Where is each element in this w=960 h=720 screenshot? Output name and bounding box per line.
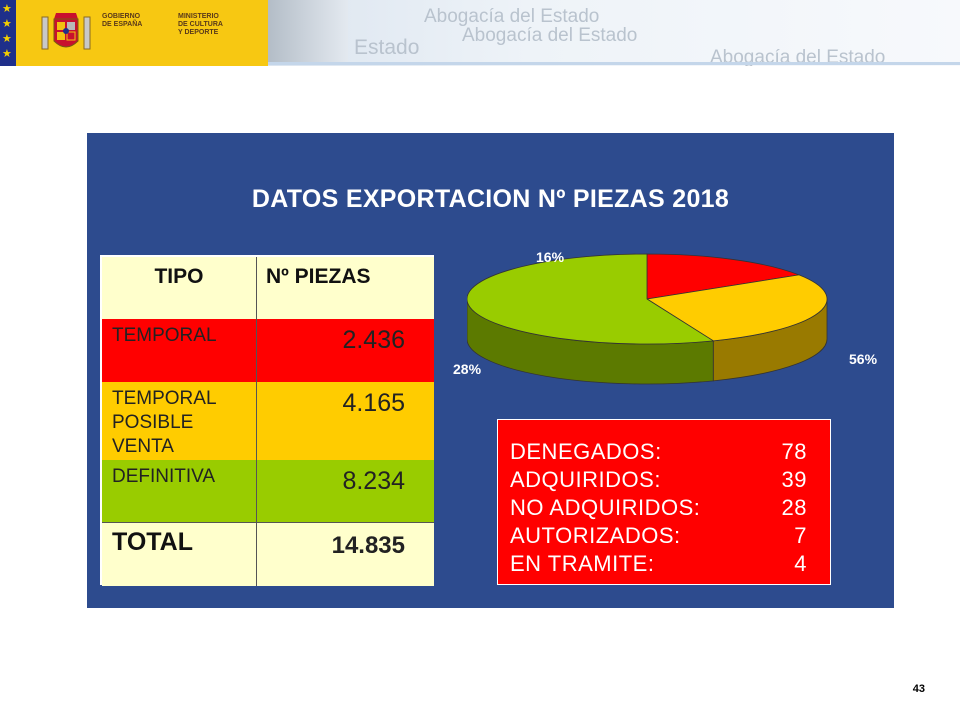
watermark-text: Abogacía del Estado [424,6,600,27]
page-number: 43 [912,683,925,695]
star-icon: ★ [2,48,12,60]
stat-label: DENEGADOS: [510,439,662,464]
coat-of-arms-icon [41,13,91,50]
gov-spain-text: GOBIERNO DE ESPAÑA [102,13,143,28]
pie-slice-2 [467,253,715,345]
pie-label-temporal: 16% [536,249,565,265]
table-row: TEMPORAL 2.436 [102,319,434,382]
pie-label-posible-venta: 28% [453,361,482,377]
slide-title: DATOS EXPORTACION Nº PIEZAS 2018 [251,185,730,213]
watermark-text: Abogacía del Estado [710,47,886,66]
table-header-row: TIPO Nº PIEZAS [102,257,434,320]
table-row: DEFINITIVA 8.234 [102,460,434,522]
header-banner: Abogacía del Estado Abogacía del Estado … [0,0,960,66]
pie-label-definitiva: 56% [849,351,878,367]
header-piezas: Nº PIEZAS [266,265,371,288]
eu-flag-strip: ★ ★ ★ ★ [0,0,16,66]
row-value: 2.436 [342,326,405,354]
ministry-text: MINISTERIO DE CULTURA Y DEPORTE [178,13,223,36]
total-label: TOTAL [102,523,257,586]
stat-value: 4 [794,551,807,576]
slide-panel: DATOS EXPORTACION Nº PIEZAS 2018 TIPO Nº… [87,133,894,608]
table-row: TEMPORAL POSIBLE VENTA 4.165 [102,382,434,460]
stat-row: ADQUIRIDOS: 39 [498,467,832,496]
row-label: TEMPORAL POSIBLE VENTA [102,382,257,460]
stat-value: 28 [781,495,807,520]
stat-label: NO ADQUIRIDOS: [510,495,701,520]
stat-row: EN TRAMITE: 4 [498,551,832,580]
stat-label: EN TRAMITE: [510,551,655,576]
row-value: 4.165 [342,389,405,417]
star-icon: ★ [2,3,12,15]
stat-value: 78 [781,439,807,464]
export-table: TIPO Nº PIEZAS TEMPORAL 2.436 TEMPORAL P… [100,255,434,586]
header-tipo: TIPO [102,257,257,319]
stat-value: 7 [794,523,807,548]
total-value: 14.835 [331,532,405,559]
row-label: TEMPORAL [102,319,257,382]
row-label: DEFINITIVA [102,460,257,522]
header-divider [268,62,960,65]
pie-chart [467,253,828,385]
pie-slice-0 [646,253,801,300]
stat-row: AUTORIZADOS: 7 [498,523,832,552]
government-logo: GOBIERNO DE ESPAÑA MINISTERIO DE CULTURA… [16,0,268,66]
building-photo [268,0,348,62]
stat-label: ADQUIRIDOS: [510,467,661,492]
watermark-text: Estado [354,36,420,59]
watermark-text: Abogacía del Estado [462,25,638,46]
stat-row: DENEGADOS: 78 [498,439,832,468]
pie-slice-1 [645,274,828,342]
stat-value: 39 [781,467,807,492]
row-value: 8.234 [342,467,405,495]
stat-label: AUTORIZADOS: [510,523,681,548]
star-icon: ★ [2,18,12,30]
stat-row: NO ADQUIRIDOS: 28 [498,495,832,524]
table-total-row: TOTAL 14.835 [102,522,434,586]
status-summary-box: DENEGADOS: 78 ADQUIRIDOS: 39 NO ADQUIRID… [497,419,831,585]
star-icon: ★ [2,33,12,45]
